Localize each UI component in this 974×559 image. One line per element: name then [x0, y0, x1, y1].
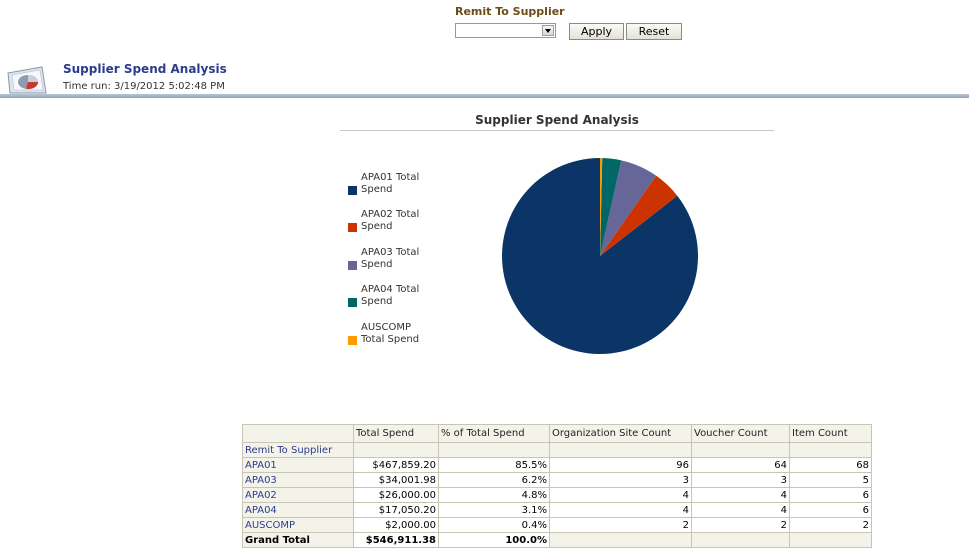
empty-cell: [438, 442, 550, 458]
apply-button[interactable]: Apply: [569, 23, 624, 40]
pie-slice-apa03[interactable]: [600, 160, 657, 256]
remit-to-supplier-select[interactable]: [455, 23, 556, 38]
table-row: APA01 $467,859.20 85.5% 96 64 68: [242, 457, 872, 473]
legend-label-auscomp: AUSCOMP Total Spend: [361, 322, 420, 346]
total-spend-cell: $34,001.98: [353, 472, 439, 488]
chart-divider: [340, 130, 774, 131]
table-header-row: Total Spend % of Total Spend Organizatio…: [242, 424, 872, 443]
org-site-count-cell: 4: [549, 502, 692, 518]
grand-total-pct: 100.0%: [438, 532, 550, 548]
item-count-cell: 68: [789, 457, 872, 473]
voucher-count-cell: 4: [691, 502, 790, 518]
total-spend-cell: $17,050.20: [353, 502, 439, 518]
empty-cell: [549, 442, 692, 458]
pct-cell: 85.5%: [438, 457, 550, 473]
table-row: AUSCOMP $2,000.00 0.4% 2 2 2: [242, 517, 872, 533]
pie-slice-apa04[interactable]: [600, 158, 622, 256]
header-item-count: Item Count: [789, 424, 872, 443]
voucher-count-cell: 4: [691, 487, 790, 503]
legend-swatch-apa01: [348, 186, 357, 195]
legend-label-apa01: APA01 Total Spend: [361, 172, 420, 196]
reset-button[interactable]: Reset: [626, 23, 682, 40]
empty-cell: [691, 442, 790, 458]
pct-cell: 4.8%: [438, 487, 550, 503]
legend-label-apa02: APA02 Total Spend: [361, 209, 420, 233]
supplier-link[interactable]: APA03: [242, 472, 354, 488]
supplier-link[interactable]: APA01: [242, 457, 354, 473]
supplier-link[interactable]: APA02: [242, 487, 354, 503]
legend-label-apa04: APA04 Total Spend: [361, 284, 420, 308]
row-header-remit-to-supplier[interactable]: Remit To Supplier: [242, 442, 354, 458]
report-time-run: Time run: 3/19/2012 5:02:48 PM: [63, 81, 225, 92]
grand-total-row: Grand Total $546,911.38 100.0%: [242, 532, 872, 548]
empty-cell: [789, 532, 872, 548]
header-total-spend: Total Spend: [353, 424, 439, 443]
empty-cell: [549, 532, 692, 548]
voucher-count-cell: 64: [691, 457, 790, 473]
legend-swatch-apa02: [348, 223, 357, 232]
supplier-link[interactable]: AUSCOMP: [242, 517, 354, 533]
spend-table: Total Spend % of Total Spend Organizatio…: [242, 424, 872, 548]
item-count-cell: 5: [789, 472, 872, 488]
legend-label-apa03: APA03 Total Spend: [361, 247, 420, 271]
row-header-row: Remit To Supplier: [242, 442, 872, 458]
report-title[interactable]: Supplier Spend Analysis: [63, 62, 227, 76]
header-pct-total-spend: % of Total Spend: [438, 424, 550, 443]
empty-cell: [789, 442, 872, 458]
table-row: APA04 $17,050.20 3.1% 4 4 6: [242, 502, 872, 518]
total-spend-cell: $26,000.00: [353, 487, 439, 503]
legend-swatch-auscomp: [348, 336, 357, 345]
total-spend-cell: $467,859.20: [353, 457, 439, 473]
pct-cell: 0.4%: [438, 517, 550, 533]
pie-slice-auscomp[interactable]: [600, 158, 603, 256]
chart-title: Supplier Spend Analysis: [475, 113, 639, 127]
org-site-count-cell: 3: [549, 472, 692, 488]
grand-total-label: Grand Total: [242, 532, 354, 548]
item-count-cell: 6: [789, 487, 872, 503]
total-spend-cell: $2,000.00: [353, 517, 439, 533]
legend-swatch-apa04: [348, 298, 357, 307]
grand-total-spend: $546,911.38: [353, 532, 439, 548]
header-voucher-count: Voucher Count: [691, 424, 790, 443]
pie-chart-report-icon: [6, 63, 50, 95]
chevron-down-icon[interactable]: [542, 25, 554, 36]
supplier-link[interactable]: APA04: [242, 502, 354, 518]
title-divider: [0, 94, 969, 98]
header-org-site-count: Organization Site Count: [549, 424, 692, 443]
empty-cell: [353, 442, 439, 458]
pie-chart[interactable]: [500, 156, 700, 356]
org-site-count-cell: 4: [549, 487, 692, 503]
empty-cell: [691, 532, 790, 548]
voucher-count-cell: 2: [691, 517, 790, 533]
header-corner: [242, 424, 354, 443]
prompt-label: Remit To Supplier: [455, 5, 565, 18]
legend-swatch-apa03: [348, 261, 357, 270]
voucher-count-cell: 3: [691, 472, 790, 488]
table-row: APA03 $34,001.98 6.2% 3 3 5: [242, 472, 872, 488]
table-row: APA02 $26,000.00 4.8% 4 4 6: [242, 487, 872, 503]
pct-cell: 6.2%: [438, 472, 550, 488]
org-site-count-cell: 2: [549, 517, 692, 533]
pct-cell: 3.1%: [438, 502, 550, 518]
item-count-cell: 2: [789, 517, 872, 533]
pie-slice-apa02[interactable]: [600, 175, 678, 256]
item-count-cell: 6: [789, 502, 872, 518]
org-site-count-cell: 96: [549, 457, 692, 473]
